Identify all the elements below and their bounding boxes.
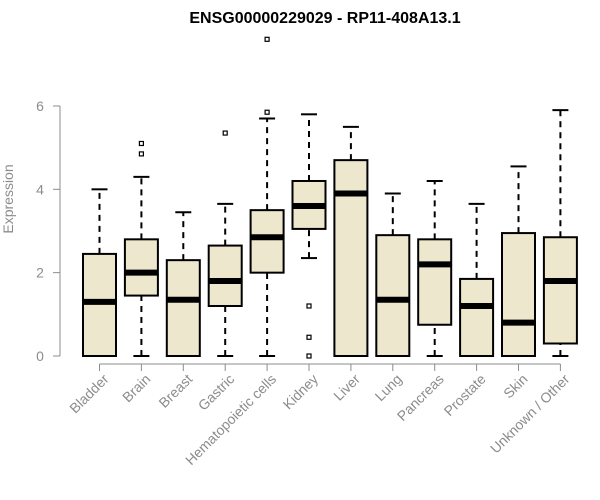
- outlier-point: [264, 36, 270, 42]
- box-rect: [123, 238, 159, 297]
- x-tick-label: Unknown / Other: [487, 371, 573, 457]
- outlier-point: [306, 334, 312, 340]
- box-10: [501, 165, 536, 357]
- outlier-point: [138, 151, 144, 157]
- box-4: [249, 36, 285, 357]
- box-6: [333, 125, 369, 357]
- box-11: [542, 109, 578, 357]
- box-rect: [249, 209, 285, 274]
- box-rect: [82, 252, 117, 357]
- outlier-point: [264, 109, 270, 115]
- outlier-point: [306, 353, 312, 359]
- outlier-point: [222, 130, 228, 136]
- box-rect: [375, 234, 411, 357]
- boxes-group: [82, 36, 578, 359]
- box-8: [417, 179, 453, 357]
- x-tick-label: Lung: [372, 371, 405, 404]
- x-tick-label: Brain: [119, 371, 153, 405]
- outlier-point: [306, 303, 312, 309]
- box-9: [459, 202, 495, 357]
- x-tick-label: Skin: [500, 371, 531, 402]
- y-tick-label: 2: [36, 265, 44, 281]
- box-rect: [501, 232, 536, 357]
- chart-title: ENSG00000229029 - RP11-408A13.1: [189, 10, 460, 27]
- box-5: [291, 113, 327, 359]
- box-rect: [165, 259, 201, 357]
- box-0: [82, 188, 117, 357]
- x-tick-label: Bladder: [66, 371, 112, 417]
- box-7: [375, 192, 411, 357]
- box-rect: [417, 238, 453, 326]
- box-rect: [207, 244, 243, 307]
- x-tick-label: Pancreas: [394, 371, 447, 424]
- y-axis-label: Expression: [0, 164, 16, 233]
- box-3: [207, 130, 243, 357]
- box-1: [123, 140, 159, 357]
- outlier-point: [138, 140, 144, 147]
- y-tick-label: 0: [36, 348, 44, 364]
- x-tick-label: Prostate: [441, 371, 489, 419]
- y-tick-label: 6: [36, 98, 44, 114]
- y-axis: 0 2 4 6: [36, 98, 61, 364]
- box-2: [165, 211, 201, 357]
- box-rect: [542, 236, 578, 345]
- box-rect: [333, 159, 369, 357]
- x-tick-label: Breast: [155, 371, 195, 411]
- x-tick-label: Kidney: [280, 371, 322, 413]
- y-tick-label: 4: [36, 181, 44, 197]
- x-tick-label: Liver: [330, 371, 363, 404]
- box-rect: [459, 277, 495, 357]
